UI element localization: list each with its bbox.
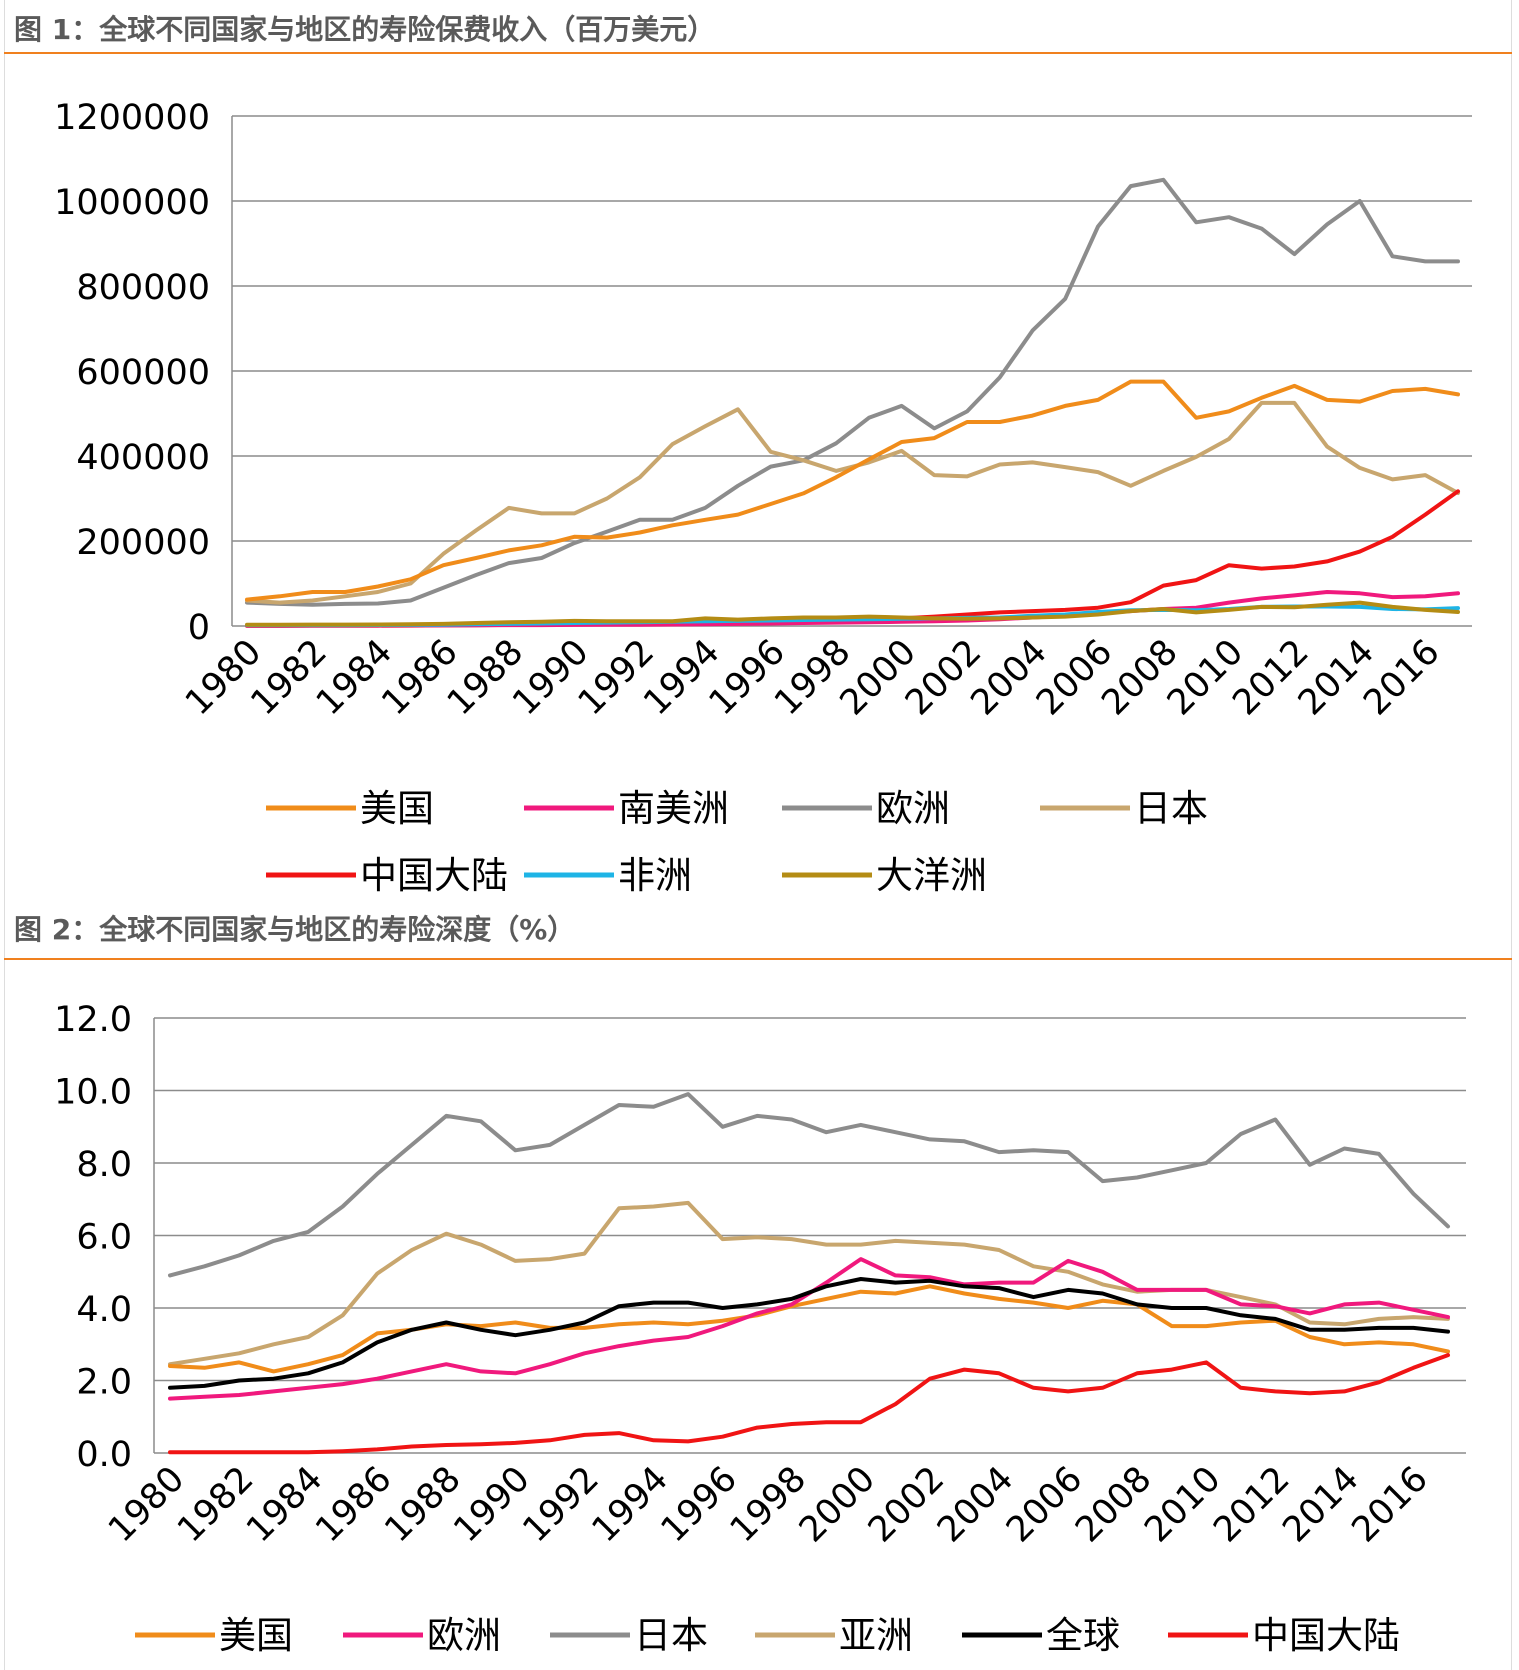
legend-label: 美国 xyxy=(219,1614,293,1657)
figure-2-title-rule xyxy=(4,958,1512,960)
legend-label: 欧洲 xyxy=(427,1614,501,1657)
y-tick-label: 1000000 xyxy=(54,183,210,223)
legend-label: 亚洲 xyxy=(839,1614,913,1657)
y-tick-label: 12.0 xyxy=(54,1000,132,1040)
legend-item-日本: 日本 xyxy=(1040,787,1208,830)
legend-label: 中国大陆 xyxy=(1252,1614,1400,1657)
series-line-大洋洲 xyxy=(245,600,1460,627)
x-tick-label: 1990 xyxy=(446,1459,537,1550)
chart-2-life-penetration: 12.010.08.06.04.02.00.019801982198419861… xyxy=(54,1000,1466,1657)
legend-item-欧洲: 欧洲 xyxy=(782,787,950,830)
x-tick-label: 1982 xyxy=(244,632,335,723)
y-tick-label: 600000 xyxy=(76,353,210,393)
legend-item-全球: 全球 xyxy=(962,1614,1120,1657)
x-tick-label: 1984 xyxy=(239,1459,330,1550)
x-tick-label: 2002 xyxy=(898,632,989,723)
figure-1-title-rule xyxy=(4,52,1512,54)
x-tick-label: 2016 xyxy=(1356,632,1447,723)
x-tick-label: 1994 xyxy=(585,1459,676,1550)
series-line-中国大陆 xyxy=(168,1353,1450,1455)
series-line-美国 xyxy=(168,1284,1450,1374)
legend-item-日本: 日本 xyxy=(550,1614,708,1657)
series-line-欧洲 xyxy=(245,177,1460,607)
y-tick-label: 1200000 xyxy=(54,98,210,138)
x-tick-label: 1998 xyxy=(767,632,858,723)
x-tick-label: 2008 xyxy=(1068,1459,1159,1550)
legend-item-美国: 美国 xyxy=(135,1614,293,1657)
chart-1-life-premium: 1200000100000080000060000040000020000001… xyxy=(54,98,1472,897)
series-line-日本 xyxy=(168,1092,1450,1278)
x-tick-label: 1994 xyxy=(636,632,727,723)
legend-item-非洲: 非洲 xyxy=(524,854,692,897)
x-tick-label: 2010 xyxy=(1160,632,1251,723)
figure-1-title: 图 1：全球不同国家与地区的寿险保费收入（百万美元） xyxy=(14,13,716,46)
x-tick-label: 2014 xyxy=(1291,632,1382,723)
x-tick-label: 1996 xyxy=(654,1459,745,1550)
x-tick-label: 1982 xyxy=(170,1459,261,1550)
legend-label: 南美洲 xyxy=(618,787,729,830)
x-tick-label: 2008 xyxy=(1095,632,1186,723)
legend-label: 全球 xyxy=(1046,1614,1120,1657)
x-tick-label: 2006 xyxy=(999,1459,1090,1550)
legend-item-大洋洲: 大洋洲 xyxy=(782,854,987,897)
legend-item-亚洲: 亚洲 xyxy=(755,1614,913,1657)
x-tick-label: 2002 xyxy=(861,1459,952,1550)
x-tick-label: 1998 xyxy=(723,1459,814,1550)
y-tick-label: 6.0 xyxy=(76,1218,132,1258)
series-line-欧洲 xyxy=(168,1257,1450,1401)
figure-2-title: 图 2：全球不同国家与地区的寿险深度（%） xyxy=(14,913,576,946)
x-tick-label: 2000 xyxy=(792,1459,883,1550)
x-tick-label: 2012 xyxy=(1206,1459,1297,1550)
legend-item-美国: 美国 xyxy=(266,787,434,830)
x-tick-label: 1992 xyxy=(571,632,662,723)
legend-label: 美国 xyxy=(360,787,434,830)
x-tick-label: 2006 xyxy=(1029,632,1120,723)
x-tick-label: 2016 xyxy=(1345,1459,1436,1550)
legend-label: 大洋洲 xyxy=(876,854,987,897)
x-tick-label: 2014 xyxy=(1275,1459,1366,1550)
x-tick-label: 1988 xyxy=(440,632,531,723)
y-tick-label: 10.0 xyxy=(54,1073,132,1113)
legend-label: 欧洲 xyxy=(876,787,950,830)
legend-label: 非洲 xyxy=(618,854,692,897)
x-tick-label: 2004 xyxy=(964,632,1055,723)
y-tick-label: 0 xyxy=(188,608,210,648)
x-tick-label: 1984 xyxy=(309,632,400,723)
x-tick-label: 2012 xyxy=(1225,632,1316,723)
y-tick-label: 4.0 xyxy=(76,1290,132,1330)
y-tick-label: 400000 xyxy=(76,438,210,478)
x-tick-label: 1986 xyxy=(374,632,465,723)
legend-item-欧洲: 欧洲 xyxy=(343,1614,501,1657)
figure-frame xyxy=(4,0,1512,1670)
legend-item-南美洲: 南美洲 xyxy=(524,787,729,830)
legend-label: 日本 xyxy=(1134,787,1208,830)
x-tick-label: 1988 xyxy=(377,1459,468,1550)
y-tick-label: 8.0 xyxy=(76,1145,132,1185)
y-tick-label: 200000 xyxy=(76,523,210,563)
x-tick-label: 2004 xyxy=(930,1459,1021,1550)
x-tick-label: 1990 xyxy=(505,632,596,723)
y-tick-label: 800000 xyxy=(76,268,210,308)
legend-label: 中国大陆 xyxy=(360,854,508,897)
series-line-全球 xyxy=(168,1277,1450,1390)
x-tick-label: 1986 xyxy=(308,1459,399,1550)
y-tick-label: 2.0 xyxy=(76,1363,132,1403)
legend-item-中国大陆: 中国大陆 xyxy=(266,854,508,897)
series-line-美国 xyxy=(245,379,1460,602)
x-tick-label: 2010 xyxy=(1137,1459,1228,1550)
legend-item-中国大陆: 中国大陆 xyxy=(1168,1614,1400,1657)
series-line-亚洲 xyxy=(168,1200,1450,1367)
legend-label: 日本 xyxy=(634,1614,708,1657)
x-tick-label: 2000 xyxy=(833,632,924,723)
x-tick-label: 1996 xyxy=(702,632,793,723)
y-tick-label: 0.0 xyxy=(76,1435,132,1475)
x-tick-label: 1992 xyxy=(516,1459,607,1550)
